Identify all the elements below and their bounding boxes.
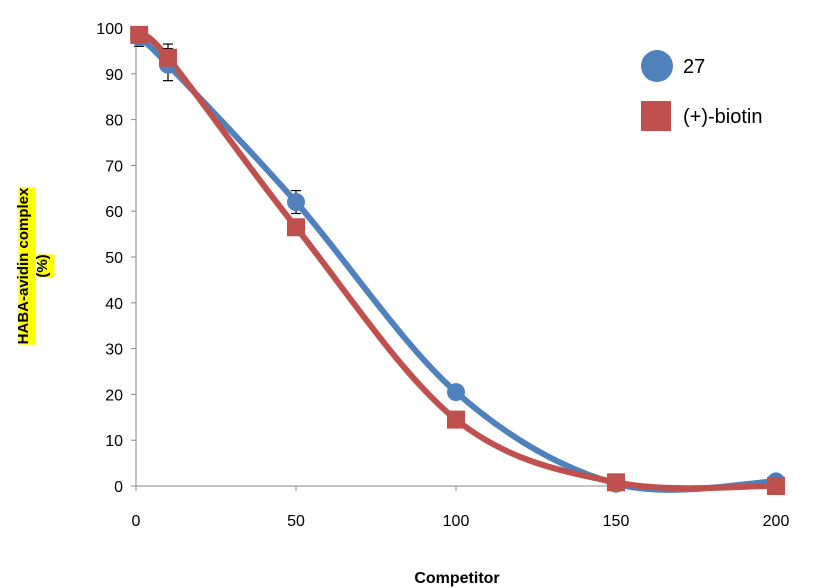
- y-tick-label: 0: [114, 479, 123, 496]
- data-point-biotin: [130, 25, 149, 44]
- data-point-biotin: [159, 48, 177, 67]
- data-point-biotin: [607, 473, 625, 492]
- legend: 27 (+)-biotin: [641, 50, 762, 131]
- x-tick-label: 100: [443, 513, 470, 530]
- legend-label-biotin: (+)-biotin: [683, 106, 762, 128]
- y-tick-label: 40: [105, 296, 123, 313]
- y-tick-label: 30: [105, 342, 123, 359]
- y-tick-label: 70: [105, 158, 123, 175]
- y-tick-label: 10: [105, 433, 123, 450]
- series-line-biotin: [136, 31, 779, 492]
- x-tick-label: 0: [132, 513, 141, 530]
- x-axis-label: Competitor: [414, 570, 499, 587]
- y-tick-label: 90: [105, 67, 123, 84]
- data-point-biotin: [287, 218, 305, 237]
- y-axis-label-line-1: HABA-avidin complex: [15, 187, 32, 344]
- x-tick-label: 150: [603, 513, 630, 530]
- data-point-27: [287, 193, 305, 212]
- y-tick-label: 80: [105, 113, 123, 130]
- y-tick-label: 20: [105, 387, 123, 404]
- y-axis-label-line-2: (%): [34, 254, 51, 277]
- series-curves: [136, 31, 779, 493]
- y-axis-label: HABA-avidin complex (%): [15, 187, 55, 345]
- y-ticks: 0 10 20 30 40 50 60 70 80 90 100: [96, 21, 136, 496]
- y-tick-label: 60: [105, 204, 123, 221]
- legend-label-27: 27: [683, 56, 705, 78]
- x-tick-label: 50: [287, 513, 305, 530]
- x-tick-label: 200: [763, 513, 790, 530]
- legend-marker-biotin: [641, 101, 671, 131]
- y-tick-label: 100: [96, 21, 123, 38]
- y-label-highlight-2: [37, 254, 55, 278]
- legend-marker-27: [641, 50, 673, 82]
- data-point-biotin: [447, 410, 465, 429]
- data-point-biotin: [767, 477, 785, 495]
- y-tick-label: 50: [105, 250, 123, 267]
- y-label-highlight-1: [18, 187, 36, 345]
- series-markers: [130, 25, 785, 495]
- data-point-27: [447, 383, 465, 402]
- x-ticks: 0 50 100 150 200: [132, 486, 790, 530]
